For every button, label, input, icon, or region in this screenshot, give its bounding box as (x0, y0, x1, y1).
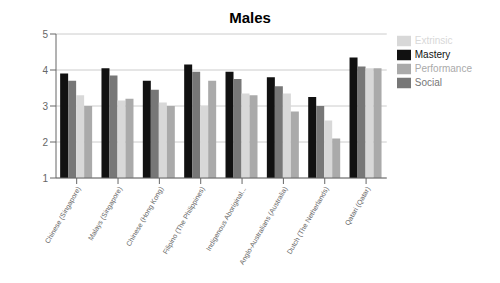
html-text:Performance: Performance (414, 62, 472, 74)
svg-text:1: 1 (42, 173, 48, 184)
svg-text:4: 4 (42, 65, 48, 76)
svg-text:Qatari (Qatar): Qatari (Qatar) (344, 185, 373, 226)
html-text:Mastery: Mastery (414, 48, 451, 60)
svg-text:Dutch (The Netherlands): Dutch (The Netherlands) (286, 185, 331, 255)
html-text:Males: Males (229, 9, 271, 26)
svg-text:Chinese (Singapore): Chinese (Singapore) (44, 185, 83, 245)
svg-text:2: 2 (42, 137, 48, 148)
html-text:Extrinsic: Extrinsic (414, 34, 453, 46)
svg-text:Filipino (The Philippines): Filipino (The Philippines) (161, 185, 206, 255)
svg-text:Anglo-Australians (Australia): Anglo-Australians (Australia) (238, 185, 289, 266)
svg-text:Chinese (Hong Kong): Chinese (Hong Kong) (125, 185, 166, 247)
svg-text:5: 5 (42, 29, 48, 40)
html-text:Social: Social (414, 76, 442, 88)
svg-text:3: 3 (42, 101, 48, 112)
svg-text:Malays (Singapore): Malays (Singapore) (87, 185, 124, 242)
svg-text:Indigenous Aboriginal...: Indigenous Aboriginal... (205, 185, 248, 252)
